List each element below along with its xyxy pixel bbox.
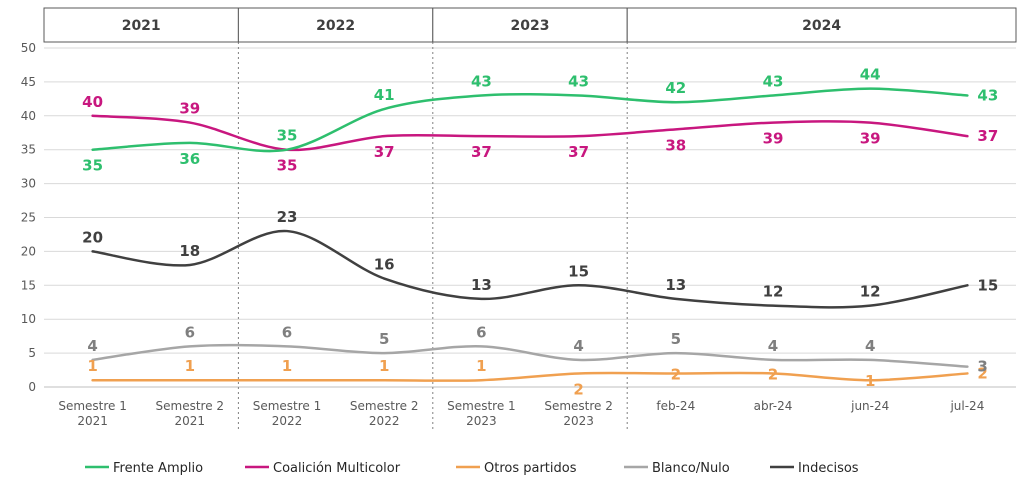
- year-header-cell: [43, 7, 239, 43]
- data-label: 12: [763, 283, 784, 301]
- y-tick-label: 35: [21, 143, 36, 157]
- y-tick-label: 45: [21, 75, 36, 89]
- data-label: 3: [977, 358, 987, 376]
- y-tick-label: 25: [21, 211, 36, 225]
- data-label: 20: [82, 228, 103, 246]
- data-label: 43: [471, 72, 492, 90]
- data-label: 42: [665, 79, 686, 97]
- data-label: 4: [768, 337, 778, 355]
- data-label: 18: [179, 242, 200, 260]
- data-label: 5: [379, 330, 389, 348]
- data-label: 43: [568, 72, 589, 90]
- x-tick-label: Semestre 1 2023: [447, 399, 516, 428]
- data-label: 41: [374, 86, 395, 104]
- data-label: 13: [471, 276, 492, 294]
- y-tick-label: 50: [21, 41, 36, 55]
- data-label: 2: [768, 365, 778, 383]
- data-label: 4: [573, 337, 583, 355]
- data-label: 39: [763, 130, 784, 148]
- data-label: 37: [471, 143, 492, 161]
- legend-label: Indecisos: [798, 461, 859, 476]
- x-tick-label: jul-24: [949, 399, 984, 413]
- data-label: 39: [860, 130, 881, 148]
- data-label: 40: [82, 93, 103, 111]
- legend: Frente Amplio Coalición Multicolor Otros p…: [85, 461, 859, 476]
- data-label: 44: [860, 66, 881, 84]
- legend-label: Frente Amplio: [113, 461, 203, 476]
- data-label: 36: [179, 150, 200, 168]
- data-label: 2: [977, 364, 987, 382]
- data-label: 16: [374, 256, 395, 274]
- series-line: [91, 87, 969, 153]
- data-label: 1: [865, 372, 875, 390]
- x-tick-label: feb-24: [656, 399, 695, 413]
- data-label: 1: [185, 357, 195, 375]
- data-label: 15: [977, 276, 998, 294]
- year-header-label: 2024: [802, 18, 841, 34]
- y-tick-label: 40: [21, 109, 36, 123]
- x-tick-label: abr-24: [754, 399, 793, 413]
- y-tick-label: 30: [21, 177, 36, 191]
- data-label: 1: [87, 357, 97, 375]
- data-label: 6: [185, 323, 195, 341]
- data-label: 6: [282, 323, 292, 341]
- year-header-cell: [626, 7, 1017, 43]
- year-header-label: 2023: [511, 18, 550, 34]
- year-header-label: 2021: [122, 18, 161, 34]
- data-label: 1: [476, 357, 486, 375]
- data-label: 37: [977, 127, 998, 145]
- data-label: 37: [374, 143, 395, 161]
- data-label: 12: [860, 283, 881, 301]
- year-dividers: [237, 42, 628, 432]
- data-label: 1: [379, 357, 389, 375]
- x-tick-label: Semestre 2 2022: [350, 399, 419, 428]
- y-tick-label: 20: [21, 244, 36, 258]
- series-line: [91, 114, 969, 152]
- series-line: [91, 229, 969, 309]
- x-tick-label: Semestre 2 2023: [544, 399, 613, 428]
- data-label: 5: [671, 330, 681, 348]
- year-header: 2021 2022 2023 2024: [43, 7, 1017, 43]
- y-tick-label: 10: [21, 312, 36, 326]
- data-label: 43: [977, 86, 998, 104]
- data-label: 35: [277, 127, 298, 145]
- x-axis: Semestre 1 2021 Semestre 2 2021 Semestre 1 20…: [58, 399, 984, 428]
- data-label: 13: [665, 276, 686, 294]
- x-tick-label: Semestre 2 2021: [156, 399, 225, 428]
- data-label: 39: [179, 100, 200, 118]
- year-header-label: 2022: [316, 18, 355, 34]
- year-header-cell: [432, 7, 628, 43]
- data-label: 4: [865, 337, 875, 355]
- legend-label: Otros partidos: [484, 461, 577, 476]
- data-label: 37: [568, 143, 589, 161]
- y-tick-label: 5: [28, 346, 36, 360]
- data-label: 1: [282, 357, 292, 375]
- gridlines: [44, 47, 1016, 388]
- data-label: 6: [476, 323, 486, 341]
- series-line: [91, 343, 969, 368]
- x-tick-label: jun-24: [850, 399, 889, 413]
- legend-label: Coalición Multicolor: [273, 461, 401, 476]
- data-label: 2: [573, 380, 583, 398]
- legend-label: Blanco/Nulo: [652, 461, 730, 476]
- data-label: 35: [82, 157, 103, 175]
- data-label: 35: [277, 157, 298, 175]
- series-lines: [91, 87, 969, 382]
- series-line: [91, 371, 969, 382]
- data-label: 2: [671, 365, 681, 383]
- data-label: 43: [763, 72, 784, 90]
- x-tick-label: Semestre 1 2022: [253, 399, 322, 428]
- y-axis: 0 5 10 15 20 25 30 35 40 45 50: [21, 41, 36, 394]
- data-label: 23: [277, 208, 298, 226]
- y-tick-label: 15: [21, 278, 36, 292]
- x-tick-label: Semestre 1 2021: [58, 399, 127, 428]
- data-label: 4: [87, 337, 97, 355]
- data-label: 15: [568, 262, 589, 280]
- data-label: 38: [665, 136, 686, 154]
- y-tick-label: 0: [28, 380, 36, 394]
